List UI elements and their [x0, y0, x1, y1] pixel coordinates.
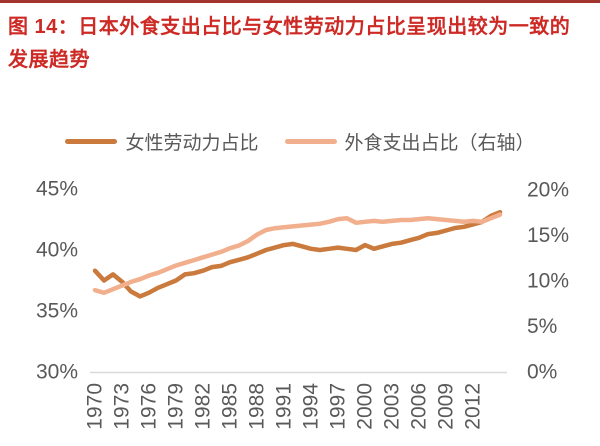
x-axis-tick-label: 2006 [408, 383, 431, 430]
x-axis-tick-label: 2003 [381, 383, 404, 430]
right-axis-tick-label: 15% [527, 224, 569, 247]
x-axis-tick-label: 1973 [111, 383, 134, 430]
chart-legend: 女性劳动力占比 外食支出占比（右轴） [0, 128, 600, 155]
x-axis-tick-label: 1985 [219, 383, 242, 430]
x-axis-tick-label: 2012 [462, 383, 485, 430]
legend-item-female-labor: 女性劳动力占比 [65, 128, 259, 155]
x-axis-tick-label: 1988 [246, 383, 269, 430]
left-axis-tick-label: 30% [36, 361, 78, 384]
x-axis-tick-label: 2009 [435, 383, 458, 430]
right-axis-tick-label: 20% [527, 179, 569, 202]
x-axis-tick-label: 2000 [354, 383, 377, 430]
legend-label-female-labor: 女性劳动力占比 [125, 132, 259, 154]
series-line-female-labor [92, 209, 503, 299]
series-line-eating-out [92, 212, 503, 296]
x-axis-tick-label: 1970 [84, 383, 107, 430]
left-axis-tick-label: 45% [36, 178, 78, 201]
x-axis-tick-label: 1994 [300, 383, 323, 430]
right-axis-tick-label: 10% [527, 270, 569, 293]
left-axis-tick-label: 35% [36, 300, 78, 323]
figure-title: 图 14：日本外食支出占比与女性劳动力占比呈现出较为一致的发展趋势 [8, 16, 571, 71]
legend-item-eating-out: 外食支出占比（右轴） [284, 128, 535, 155]
x-axis-tick-label: 1979 [165, 383, 188, 430]
left-axis-tick-label: 40% [36, 239, 78, 262]
line-chart: 45% 40% 35% 30% 20% 15% 10% 5% 0% 1970 1973 1976 197… [36, 178, 569, 430]
x-axis-tick-label: 1982 [192, 383, 215, 430]
legend-label-eating-out: 外食支出占比（右轴） [344, 132, 535, 154]
top-divider [0, 0, 600, 3]
right-axis-tick-label: 5% [527, 315, 557, 338]
right-axis-tick-label: 0% [527, 361, 557, 384]
x-axis-tick-label: 1991 [273, 383, 296, 430]
x-axis-tick-label: 1997 [327, 383, 350, 430]
legend-swatch-eating-out-icon [284, 138, 337, 144]
legend-swatch-female-labor-icon [65, 138, 118, 144]
x-axis-tick-label: 1976 [138, 383, 161, 430]
